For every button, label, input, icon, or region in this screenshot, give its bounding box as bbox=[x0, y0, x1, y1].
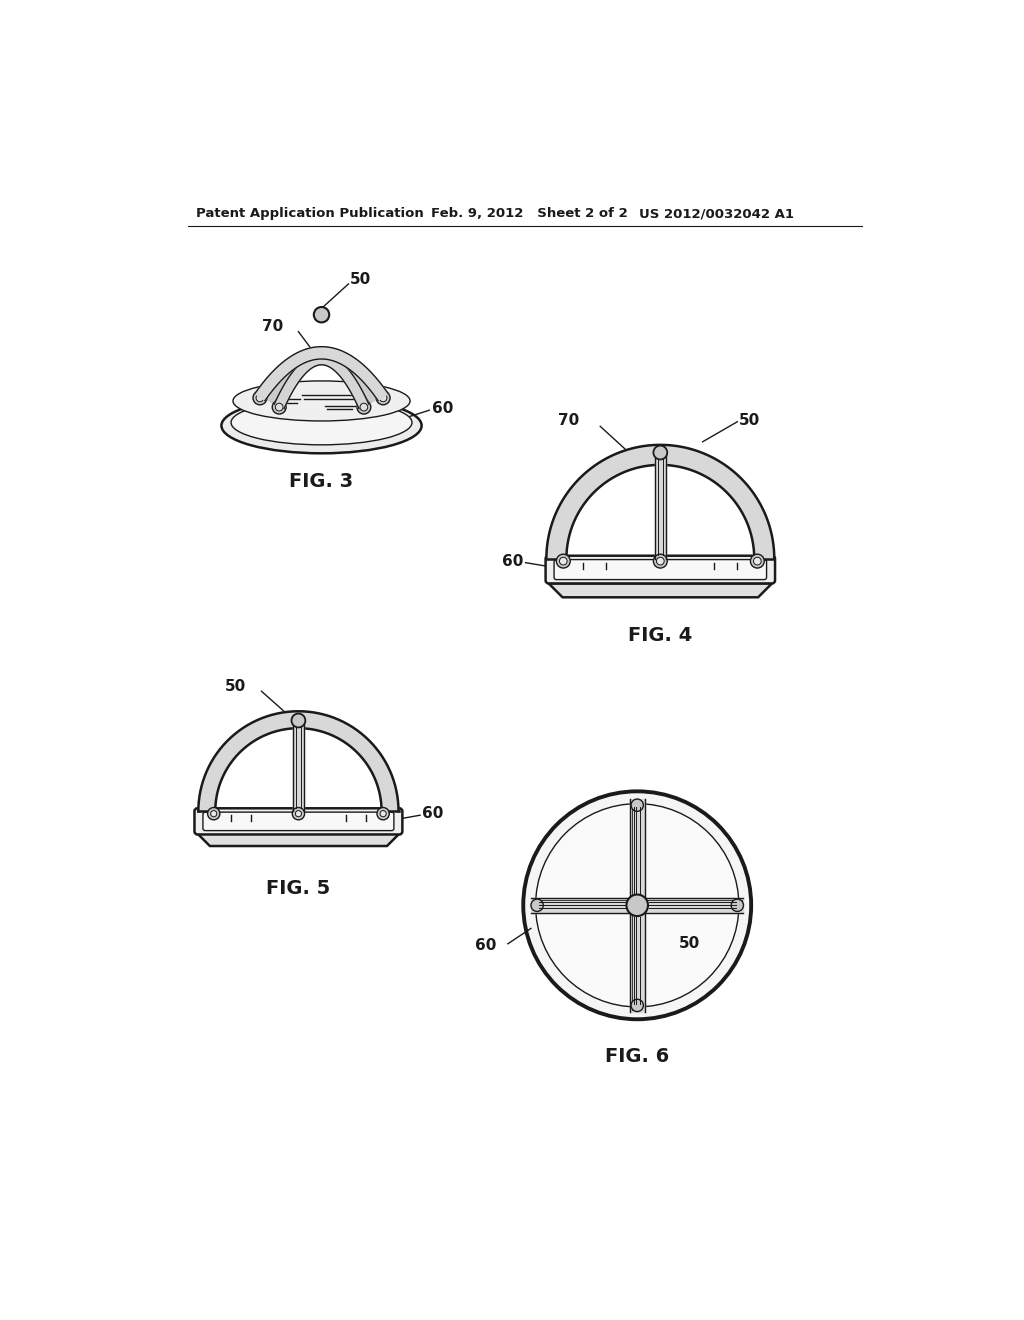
Polygon shape bbox=[655, 453, 666, 558]
Circle shape bbox=[313, 308, 330, 322]
Text: 50: 50 bbox=[739, 413, 760, 428]
Circle shape bbox=[253, 391, 267, 405]
Circle shape bbox=[292, 808, 304, 820]
Circle shape bbox=[559, 557, 567, 565]
Text: 70: 70 bbox=[262, 318, 283, 334]
Circle shape bbox=[292, 714, 305, 727]
Text: 50: 50 bbox=[225, 678, 246, 694]
Polygon shape bbox=[199, 711, 398, 812]
Text: 60: 60 bbox=[422, 807, 443, 821]
Text: 60: 60 bbox=[475, 937, 497, 953]
Circle shape bbox=[631, 999, 643, 1011]
Polygon shape bbox=[531, 898, 743, 913]
Text: US 2012/0032042 A1: US 2012/0032042 A1 bbox=[639, 207, 794, 220]
Text: Patent Application Publication: Patent Application Publication bbox=[196, 207, 424, 220]
FancyBboxPatch shape bbox=[195, 808, 402, 834]
FancyBboxPatch shape bbox=[546, 556, 775, 583]
Polygon shape bbox=[549, 583, 772, 597]
Circle shape bbox=[208, 808, 220, 820]
Polygon shape bbox=[630, 799, 645, 1011]
Circle shape bbox=[211, 810, 217, 817]
FancyBboxPatch shape bbox=[554, 560, 767, 579]
Circle shape bbox=[627, 895, 648, 916]
Circle shape bbox=[754, 557, 761, 565]
Circle shape bbox=[631, 799, 643, 812]
Polygon shape bbox=[293, 721, 304, 812]
Circle shape bbox=[751, 554, 764, 568]
Circle shape bbox=[656, 557, 665, 565]
Text: FIG. 6: FIG. 6 bbox=[605, 1047, 670, 1065]
Text: 70: 70 bbox=[558, 413, 580, 428]
Text: 60: 60 bbox=[502, 553, 523, 569]
Ellipse shape bbox=[231, 400, 412, 445]
Circle shape bbox=[377, 808, 389, 820]
Polygon shape bbox=[198, 834, 399, 846]
Polygon shape bbox=[547, 445, 774, 558]
Circle shape bbox=[731, 899, 743, 911]
Circle shape bbox=[536, 804, 739, 1007]
Text: 50: 50 bbox=[350, 272, 372, 286]
Circle shape bbox=[523, 791, 752, 1019]
Circle shape bbox=[256, 395, 264, 401]
Text: 60: 60 bbox=[432, 401, 453, 416]
Circle shape bbox=[556, 554, 570, 568]
Polygon shape bbox=[264, 350, 379, 404]
FancyBboxPatch shape bbox=[203, 812, 394, 830]
Circle shape bbox=[376, 391, 390, 405]
Ellipse shape bbox=[233, 381, 410, 421]
Circle shape bbox=[379, 395, 387, 401]
Text: Feb. 9, 2012   Sheet 2 of 2: Feb. 9, 2012 Sheet 2 of 2 bbox=[431, 207, 628, 220]
Ellipse shape bbox=[221, 397, 422, 453]
Circle shape bbox=[380, 810, 386, 817]
Circle shape bbox=[653, 446, 668, 459]
Text: FIG. 5: FIG. 5 bbox=[266, 879, 331, 898]
Text: FIG. 3: FIG. 3 bbox=[290, 473, 353, 491]
Circle shape bbox=[531, 899, 544, 911]
Circle shape bbox=[275, 404, 283, 411]
Polygon shape bbox=[274, 354, 369, 409]
Circle shape bbox=[272, 400, 286, 414]
Circle shape bbox=[360, 404, 368, 411]
Circle shape bbox=[357, 400, 371, 414]
Circle shape bbox=[653, 554, 668, 568]
Circle shape bbox=[295, 810, 301, 817]
Text: FIG. 4: FIG. 4 bbox=[628, 626, 692, 645]
Polygon shape bbox=[255, 347, 388, 401]
Text: 50: 50 bbox=[679, 936, 700, 952]
